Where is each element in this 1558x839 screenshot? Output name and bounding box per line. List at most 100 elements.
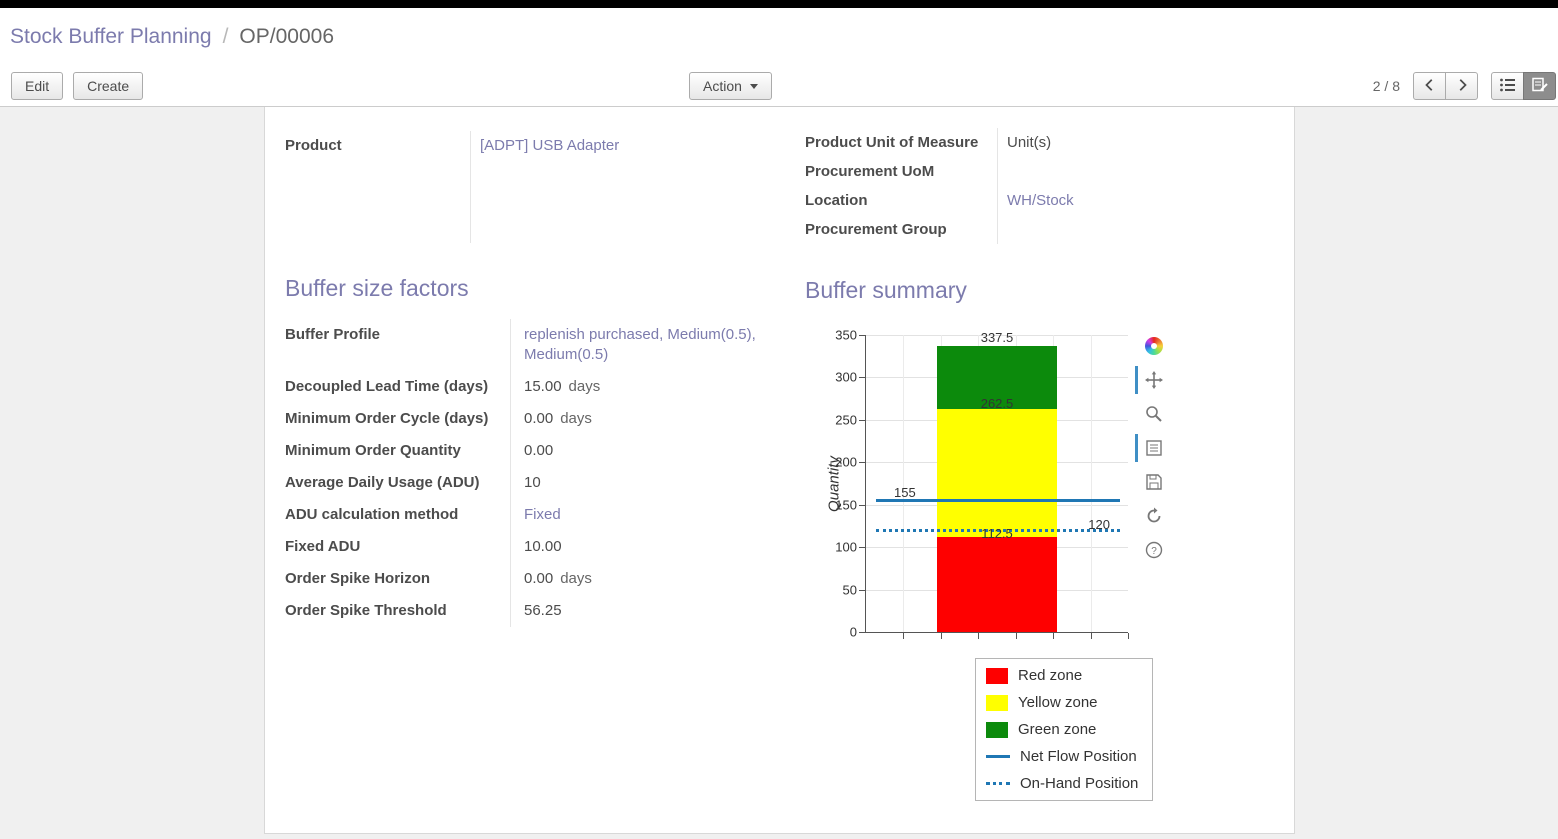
legend-label: Net Flow Position: [1020, 748, 1137, 765]
svg-text:?: ?: [1151, 546, 1157, 557]
chart-palette-icon[interactable]: [1145, 337, 1163, 355]
field-label: ADU calculation method: [285, 506, 459, 523]
field-row-buffer-profile: Buffer Profile replenish purchased, Medi…: [285, 319, 773, 371]
tick-mark: [859, 377, 865, 379]
breadcrumb-parent-link[interactable]: Stock Buffer Planning: [10, 25, 212, 48]
field-value: 0.00 days: [510, 563, 773, 595]
field-row-procurement-uom: Procurement UoM: [805, 157, 1277, 186]
y-tick-label: 100: [835, 539, 857, 555]
field-label: Fixed ADU: [285, 538, 361, 555]
chevron-right-icon: [1455, 78, 1469, 95]
field-row-location: Location WH/Stock: [805, 186, 1277, 215]
legend-item: Net Flow Position: [976, 743, 1152, 770]
field-suffix: days: [560, 410, 592, 427]
chart-pan-icon[interactable]: [1135, 366, 1163, 394]
chart-annotation: 120: [1088, 517, 1110, 533]
list-icon: [1499, 78, 1516, 95]
field-label-product: Product: [285, 137, 342, 154]
adu-method-link[interactable]: Fixed: [524, 506, 561, 523]
chart-data-view-icon[interactable]: [1135, 434, 1163, 462]
legend-sample: [986, 667, 1008, 684]
chart-legend: Red zone Yellow zone Green zone Net Flow Po…: [975, 658, 1153, 801]
tick-mark: [903, 633, 905, 639]
legend-item: On-Hand Position: [976, 770, 1152, 797]
tick-mark: [1053, 633, 1055, 639]
field-label: Minimum Order Quantity: [285, 442, 461, 459]
legend-sample: [986, 694, 1008, 711]
tick-mark: [859, 547, 865, 549]
pager-next-button[interactable]: [1445, 72, 1478, 100]
field-number: 10: [524, 474, 541, 491]
gridline: [866, 335, 1128, 336]
legend-sample: [986, 721, 1008, 738]
pager-previous-button[interactable]: [1413, 72, 1446, 100]
form-sheet: Product [ADPT] USB Adapter Product Unit …: [264, 107, 1295, 834]
form-view-button[interactable]: [1523, 72, 1556, 100]
action-label: Action: [703, 78, 742, 94]
field-label-location: Location: [805, 192, 868, 209]
action-dropdown-button[interactable]: Action: [689, 72, 772, 100]
legend-sample: [986, 782, 1010, 785]
gridline: [903, 335, 905, 632]
breadcrumb: Stock Buffer Planning / OP/00006: [0, 8, 1558, 66]
field-number: 0.00: [524, 410, 554, 427]
location-link[interactable]: WH/Stock: [1007, 192, 1074, 209]
list-view-button[interactable]: [1491, 72, 1524, 100]
y-axis-ticks: 0 50 100 150 200 250 300 350: [805, 328, 857, 640]
tick-mark: [859, 335, 865, 336]
field-value-product-uom: Unit(s): [997, 128, 1277, 157]
chart-refresh-icon[interactable]: [1145, 507, 1163, 525]
field-value-cell: [ADPT] USB Adapter: [470, 131, 775, 243]
field-label-procurement-group: Procurement Group: [805, 221, 947, 238]
on-hand-position-line: [876, 529, 1120, 533]
field-number: 0.00: [524, 442, 554, 459]
field-row-adu: Average Daily Usage (ADU) 10: [285, 467, 773, 499]
field-label-product-uom: Product Unit of Measure: [805, 134, 979, 151]
field-label: Average Daily Usage (ADU): [285, 474, 480, 491]
legend-label: On-Hand Position: [1020, 775, 1139, 792]
chart-zoom-icon[interactable]: [1145, 405, 1163, 423]
record-buttons: Edit Create: [11, 72, 144, 100]
field-label: Buffer Profile: [285, 326, 381, 343]
field-row-fixed-adu: Fixed ADU 10.00: [285, 531, 773, 563]
field-row-order-spike-threshold: Order Spike Threshold 56.25: [285, 595, 773, 627]
chart-annotation: 112.5: [981, 525, 1013, 541]
edit-button[interactable]: Edit: [11, 72, 64, 100]
product-link[interactable]: [ADPT] USB Adapter: [480, 137, 620, 154]
y-tick-label: 300: [835, 369, 857, 385]
legend-item: Yellow zone: [976, 689, 1152, 716]
create-button[interactable]: Create: [73, 72, 144, 100]
chart-plot: 337.5 262.5 155 112.5 120: [859, 330, 1129, 639]
field-row-adu-method: ADU calculation method Fixed: [285, 499, 773, 531]
chart-annotation: 155: [894, 485, 916, 501]
legend-label: Red zone: [1018, 667, 1083, 684]
buffer-profile-link[interactable]: replenish purchased, Medium(0.5), Medium…: [524, 326, 756, 363]
tick-mark: [859, 462, 865, 464]
field-number: 56.25: [524, 602, 562, 619]
field-row-product-uom: Product Unit of Measure Unit(s): [805, 128, 1277, 157]
y-tick-label: 250: [835, 412, 857, 428]
net-flow-position-line: [876, 499, 1120, 503]
chart-save-icon[interactable]: [1145, 473, 1163, 491]
field-suffix: days: [568, 378, 601, 395]
tick-mark: [1128, 633, 1129, 639]
chart-help-icon[interactable]: ?: [1145, 541, 1163, 559]
field-value: Fixed: [510, 499, 773, 531]
tick-mark: [859, 632, 865, 633]
section-title-buffer-summary: Buffer summary: [805, 277, 967, 303]
field-row-order-spike-horizon: Order Spike Horizon 0.00 days: [285, 563, 773, 595]
control-panel: Edit Create Action 2 / 8: [0, 66, 1558, 107]
pager-buttons: [1413, 72, 1478, 100]
y-tick-label: 50: [842, 582, 857, 598]
breadcrumb-current: OP/00006: [239, 25, 334, 48]
field-value: 0.00 days: [510, 403, 773, 435]
caret-down-icon: [749, 83, 758, 89]
y-tick-label: 0: [849, 624, 857, 640]
field-label: Minimum Order Cycle (days): [285, 410, 489, 427]
gridline: [1090, 335, 1092, 632]
group-uom: Product Unit of Measure Unit(s) Procurem…: [805, 128, 1277, 244]
y-tick-label: 350: [835, 327, 857, 343]
tick-mark: [859, 504, 865, 506]
buffer-factors-table: Buffer Profile replenish purchased, Medi…: [285, 319, 773, 627]
green-zone-bar: [937, 345, 1057, 410]
